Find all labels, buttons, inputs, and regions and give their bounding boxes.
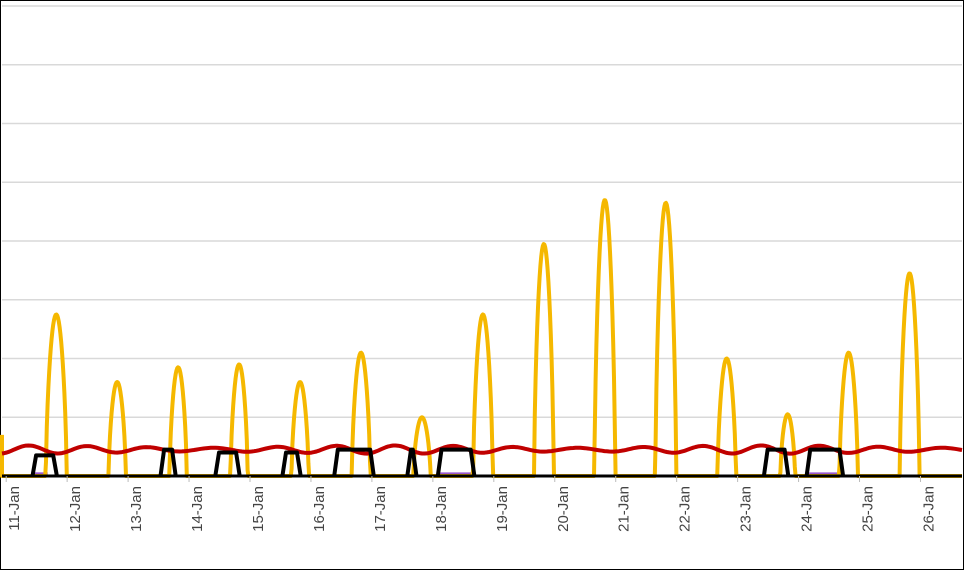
black-series-pulse [804, 447, 846, 477]
x-tick-label: 12-Jan [67, 486, 84, 532]
x-tick-label: 17-Jan [372, 486, 389, 532]
black-series-pulse [30, 453, 59, 477]
black-series-pulse [158, 447, 178, 477]
black-series-pulse [405, 447, 419, 477]
x-tick-label: 18-Jan [433, 486, 450, 532]
x-tick-label: 21-Jan [616, 486, 633, 532]
x-tick-label: 22-Jan [677, 486, 694, 532]
black-series-pulse [280, 450, 303, 477]
black-series-pulse [761, 447, 791, 477]
x-tick-label: 19-Jan [494, 486, 511, 532]
x-tick-label: 23-Jan [738, 486, 755, 532]
x-tick-label: 13-Jan [128, 486, 145, 532]
x-tick-label: 25-Jan [860, 486, 877, 532]
grid-lines [2, 5, 962, 418]
black-series-pulse [213, 450, 242, 477]
x-tick-label: 20-Jan [555, 486, 572, 532]
x-axis: 11-Jan 12-Jan 13-Jan 14-Jan 15-Jan 16-Jan 17-J… [2, 474, 962, 532]
x-tick-label: 15-Jan [250, 486, 267, 532]
x-tick-label: 16-Jan [311, 486, 328, 532]
x-tick-label: 11-Jan [6, 486, 23, 531]
x-tick-label: 26-Jan [920, 486, 937, 532]
black-series-pulse [435, 447, 477, 477]
x-tick-label: 24-Jan [799, 486, 816, 532]
black-series-pulse [332, 447, 376, 477]
red-series-line [1, 443, 963, 456]
x-tick-label: 14-Jan [189, 486, 206, 532]
